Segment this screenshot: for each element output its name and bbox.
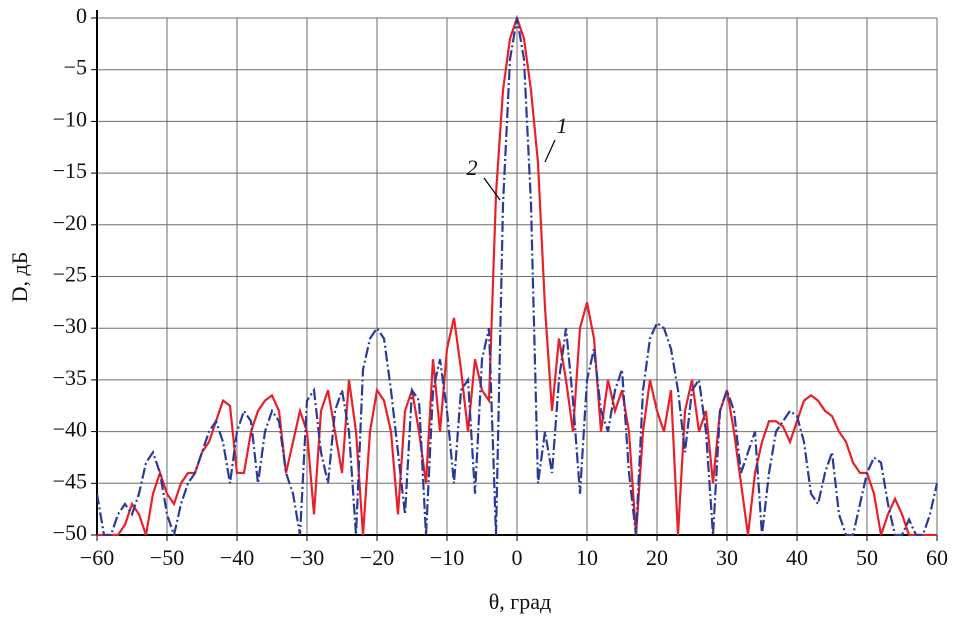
x-tick-label: 30 [716, 545, 738, 570]
leader-line [544, 139, 556, 163]
y-tick-label: −40 [53, 417, 87, 442]
y-axis-label: D, дБ [7, 252, 32, 303]
series-line [97, 17, 938, 536]
curve-label: 1 [557, 113, 568, 138]
x-tick-label: −50 [150, 545, 184, 570]
y-tick-label: 0 [76, 3, 87, 28]
y-tick-label: −20 [53, 210, 87, 235]
curve-label: 2 [467, 155, 478, 180]
y-tick-label: −25 [53, 262, 87, 287]
x-tick-label: 40 [786, 545, 808, 570]
leader-line [483, 177, 501, 201]
y-tick-label: −45 [53, 468, 87, 493]
x-tick-label: 50 [856, 545, 878, 570]
x-tick-label: 20 [646, 545, 668, 570]
x-tick-label: 10 [576, 545, 598, 570]
y-tick-label: −10 [53, 106, 87, 131]
y-tick-label: −35 [53, 365, 87, 390]
x-tick-label: −20 [360, 545, 394, 570]
x-tick-label: −10 [430, 545, 464, 570]
plot-area [97, 14, 938, 536]
x-tick-label: −60 [80, 545, 114, 570]
x-tick-label: 60 [926, 545, 948, 570]
y-tick-label: −15 [53, 158, 87, 183]
x-tick-label: −30 [290, 545, 324, 570]
x-tick-label: 0 [512, 545, 523, 570]
y-tick-label: −50 [53, 520, 87, 545]
y-tick-label: −5 [64, 55, 87, 80]
x-tick-label: −40 [220, 545, 254, 570]
x-axis-label: θ, град [489, 589, 552, 614]
y-tick-label: −30 [53, 313, 87, 338]
